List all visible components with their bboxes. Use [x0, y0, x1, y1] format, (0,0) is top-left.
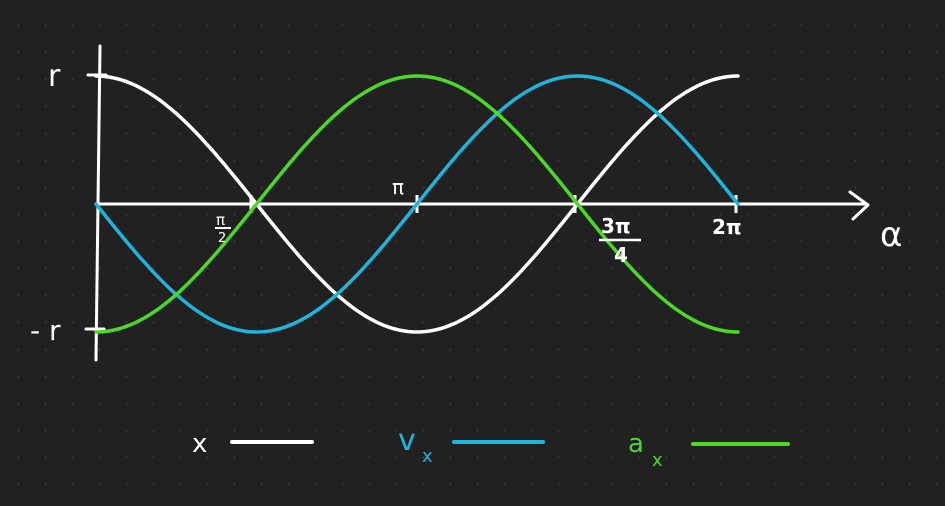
tick-label-pi: π [392, 175, 404, 199]
legend-x-label: x [192, 429, 207, 459]
curve-vx [94, 74, 740, 334]
legend-ax-sub: x [652, 450, 663, 471]
tick-label-pi-half-den: 2 [218, 231, 226, 246]
y-label-top: r [48, 59, 61, 94]
tick-label-3pi4-num: 3π [601, 214, 631, 238]
x-axis-arrowhead [848, 190, 870, 221]
tick-label-2pi: 2π [712, 215, 742, 239]
legend-ax-label: a [628, 429, 644, 459]
curve-ax [94, 74, 740, 334]
legend: x v x a x [192, 423, 790, 471]
curve-x [94, 74, 740, 334]
tick-label-3pi4-den: 4 [614, 243, 628, 267]
x-axis-label: α [880, 215, 902, 255]
legend-vx-label: v [398, 423, 416, 458]
legend-vx-sub: x [422, 446, 433, 467]
tick-label-pi-half-num: π [216, 211, 225, 229]
y-label-bottom: - r [30, 314, 61, 347]
